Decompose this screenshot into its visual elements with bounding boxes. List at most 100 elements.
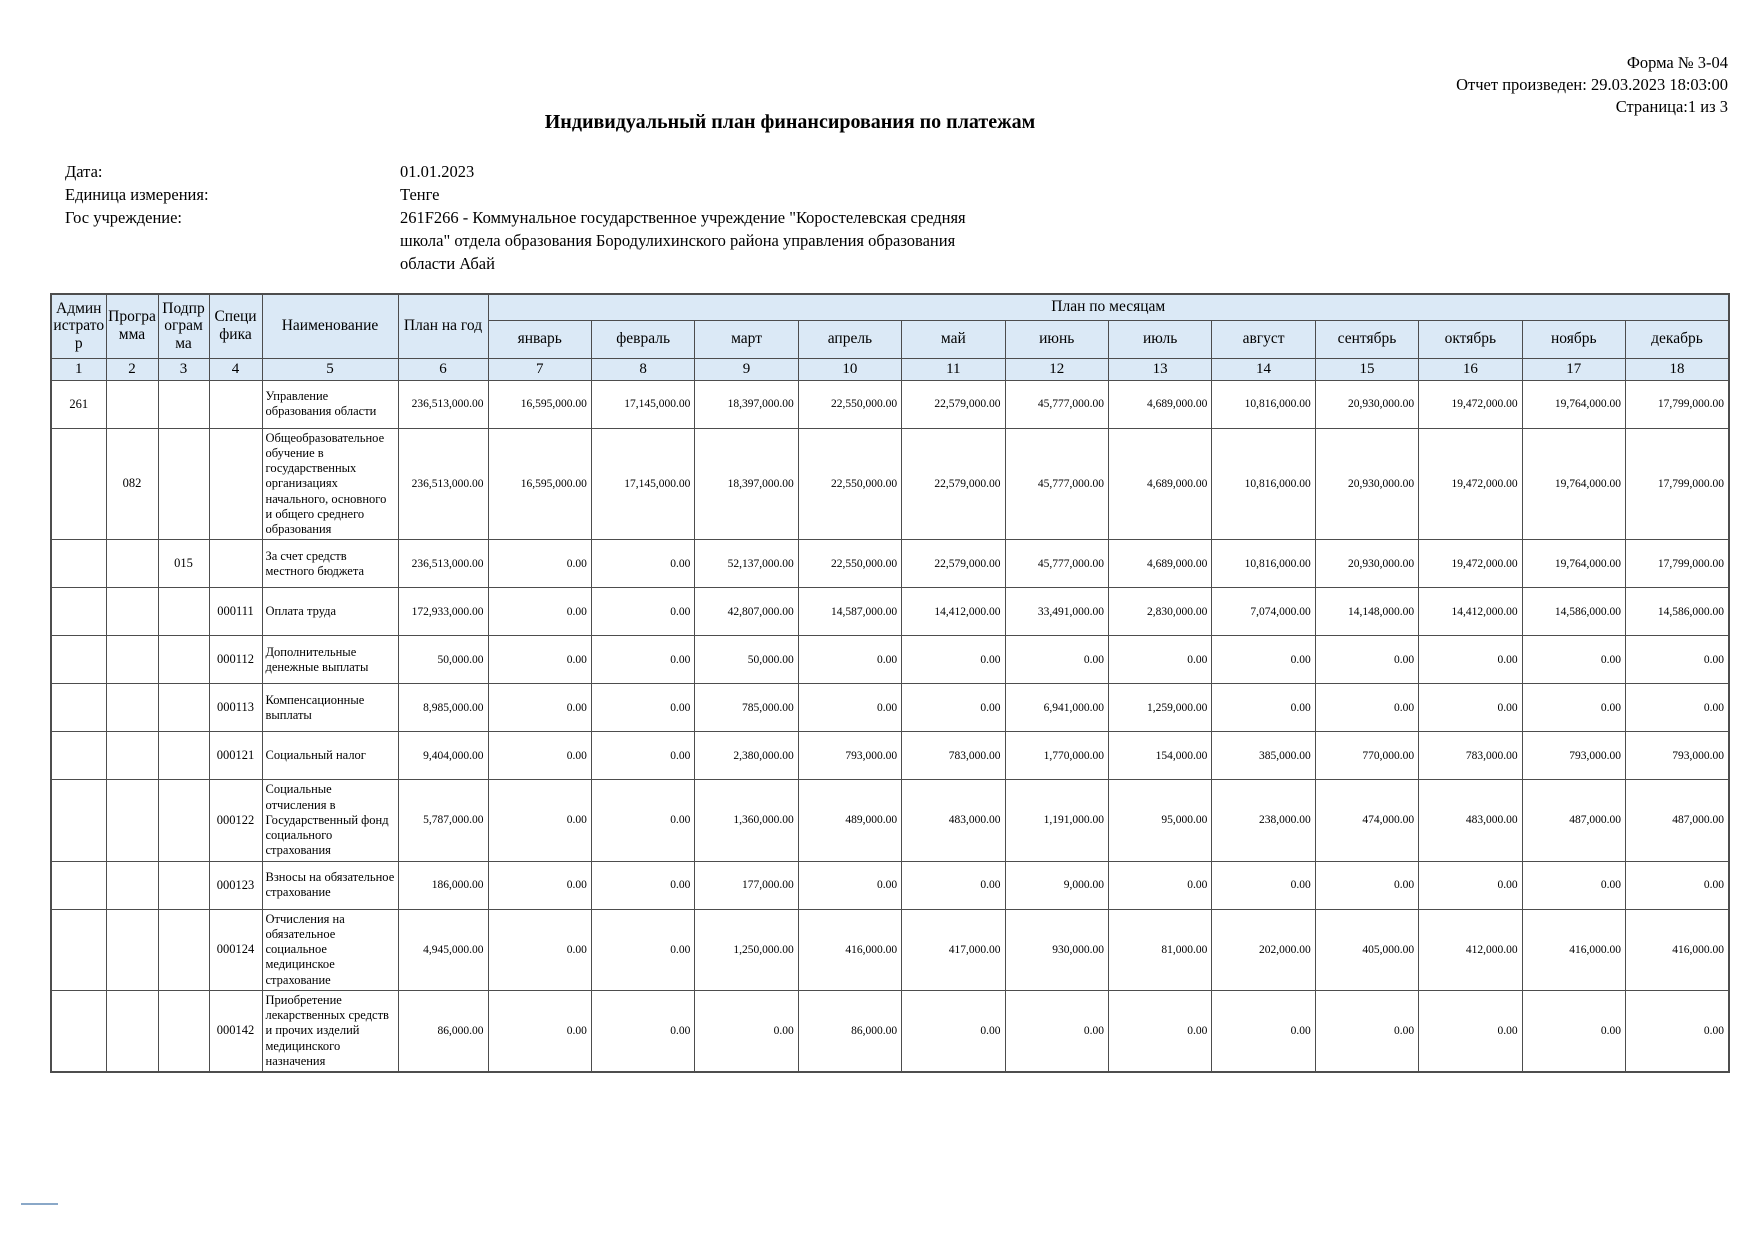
administrator-code-cell: 261 <box>50 379 107 429</box>
month-value-cell: 0.00 <box>1418 635 1523 685</box>
name-cell: Отчисления на обязательное социальное ме… <box>261 908 399 991</box>
month-value-cell: 9,000.00 <box>1004 860 1109 910</box>
program-code-cell <box>105 379 159 429</box>
month-value-cell: 0.00 <box>487 779 592 862</box>
month-value-cell: 20,930,000.00 <box>1314 427 1420 541</box>
institution-label: Гос учреждение: <box>65 208 183 227</box>
month-value-cell: 22,550,000.00 <box>797 427 903 541</box>
col-header-month: август <box>1211 319 1316 359</box>
meta-row-date: Дата: 01.01.2023 <box>65 160 1000 183</box>
month-value-cell: 14,586,000.00 <box>1521 587 1626 637</box>
program-code-cell <box>105 908 159 991</box>
month-value-cell: 10,816,000.00 <box>1211 539 1316 589</box>
name-cell: Компенсационные выплаты <box>261 683 399 733</box>
program-code-cell <box>105 587 159 637</box>
month-value-cell: 0.00 <box>590 779 696 862</box>
column-number: 3 <box>157 357 210 381</box>
col-header-name: Наименование <box>261 293 399 359</box>
col-header-month: апрель <box>797 319 903 359</box>
month-value-cell: 0.00 <box>901 683 1006 733</box>
month-value-cell: 18,397,000.00 <box>694 427 799 541</box>
month-value-cell: 45,777,000.00 <box>1004 427 1109 541</box>
month-value-cell: 0.00 <box>487 587 592 637</box>
name-cell: Социальные отчисления в Государственный … <box>261 779 399 862</box>
administrator-code-cell <box>50 731 107 781</box>
column-number: 4 <box>208 357 263 381</box>
col-header-month: сентябрь <box>1314 319 1420 359</box>
month-value-cell: 783,000.00 <box>1418 731 1523 781</box>
plan-table-head: Администратор Программа Подпрограмма Спе… <box>50 293 1730 381</box>
table-row: 015 За счет средств местного бюджета 236,5… <box>50 539 1730 589</box>
month-value-cell: 22,579,000.00 <box>901 379 1006 429</box>
column-number: 15 <box>1314 357 1420 381</box>
month-value-cell: 0.00 <box>1521 989 1626 1073</box>
month-value-cell: 416,000.00 <box>1624 908 1730 991</box>
month-value-cell: 0.00 <box>1521 860 1626 910</box>
col-header-month: ноябрь <box>1521 319 1626 359</box>
month-value-cell: 0.00 <box>694 989 799 1073</box>
month-value-cell: 0.00 <box>901 989 1006 1073</box>
month-value-cell: 0.00 <box>1314 635 1420 685</box>
header-row-column-numbers: 1 2 3 4 5 6 7 8 9 10 11 12 13 14 15 16 17 18 <box>50 357 1730 381</box>
month-value-cell: 0.00 <box>1004 989 1109 1073</box>
month-value-cell: 17,799,000.00 <box>1624 379 1730 429</box>
month-value-cell: 14,412,000.00 <box>901 587 1006 637</box>
name-cell: Приобретение лекарственных средств и про… <box>261 989 399 1073</box>
month-value-cell: 1,250,000.00 <box>694 908 799 991</box>
month-value-cell: 0.00 <box>1418 989 1523 1073</box>
month-value-cell: 0.00 <box>1107 635 1213 685</box>
month-value-cell: 487,000.00 <box>1624 779 1730 862</box>
month-value-cell: 0.00 <box>590 731 696 781</box>
month-value-cell: 45,777,000.00 <box>1004 539 1109 589</box>
month-value-cell: 19,472,000.00 <box>1418 379 1523 429</box>
form-number: Форма № 3-04 <box>1626 53 1728 72</box>
header-row-groups: Администратор Программа Подпрограмма Спе… <box>50 293 1730 359</box>
column-number: 5 <box>261 357 399 381</box>
year-plan-cell: 236,513,000.00 <box>397 427 489 541</box>
month-value-cell: 417,000.00 <box>901 908 1006 991</box>
report-generated-timestamp: Отчет произведен: 29.03.2023 18:03:00 <box>1456 75 1728 94</box>
month-value-cell: 18,397,000.00 <box>694 379 799 429</box>
month-value-cell: 14,148,000.00 <box>1314 587 1420 637</box>
table-row: 000124 Отчисления на обязательное социаль… <box>50 908 1730 991</box>
program-code-cell <box>105 683 159 733</box>
month-value-cell: 385,000.00 <box>1211 731 1316 781</box>
month-value-cell: 177,000.00 <box>694 860 799 910</box>
table-row: 000122 Социальные отчисления в Государств… <box>50 779 1730 862</box>
table-row: 082 Общеобразовательное обучение в госуда… <box>50 427 1730 541</box>
month-value-cell: 0.00 <box>797 635 903 685</box>
date-value: 01.01.2023 <box>400 162 475 181</box>
name-cell: Общеобразовательное обучение в государст… <box>261 427 399 541</box>
month-value-cell: 45,777,000.00 <box>1004 379 1109 429</box>
month-value-cell: 14,586,000.00 <box>1624 587 1730 637</box>
month-value-cell: 4,689,000.00 <box>1107 539 1213 589</box>
month-value-cell: 22,550,000.00 <box>797 379 903 429</box>
specifics-code-cell <box>208 379 263 429</box>
month-value-cell: 0.00 <box>590 539 696 589</box>
month-value-cell: 783,000.00 <box>901 731 1006 781</box>
subprogram-code-cell: 015 <box>157 539 210 589</box>
administrator-code-cell <box>50 860 107 910</box>
program-code-cell <box>105 860 159 910</box>
column-number: 10 <box>797 357 903 381</box>
month-value-cell: 0.00 <box>487 860 592 910</box>
month-value-cell: 19,472,000.00 <box>1418 539 1523 589</box>
meta-row-institution: Гос учреждение: 261F266 - Коммунальное г… <box>65 206 1000 275</box>
subprogram-code-cell <box>157 908 210 991</box>
month-value-cell: 405,000.00 <box>1314 908 1420 991</box>
year-plan-cell: 86,000.00 <box>397 989 489 1073</box>
program-code-cell <box>105 989 159 1073</box>
month-value-cell: 1,770,000.00 <box>1004 731 1109 781</box>
month-value-cell: 0.00 <box>487 908 592 991</box>
column-number: 18 <box>1624 357 1730 381</box>
specifics-code-cell: 000113 <box>208 683 263 733</box>
col-header-month: июнь <box>1004 319 1109 359</box>
subprogram-code-cell <box>157 779 210 862</box>
month-value-cell: 416,000.00 <box>1521 908 1626 991</box>
year-plan-cell: 186,000.00 <box>397 860 489 910</box>
month-value-cell: 0.00 <box>487 539 592 589</box>
month-value-cell: 793,000.00 <box>1624 731 1730 781</box>
month-value-cell: 16,595,000.00 <box>487 427 592 541</box>
administrator-code-cell <box>50 683 107 733</box>
month-value-cell: 0.00 <box>1211 860 1316 910</box>
